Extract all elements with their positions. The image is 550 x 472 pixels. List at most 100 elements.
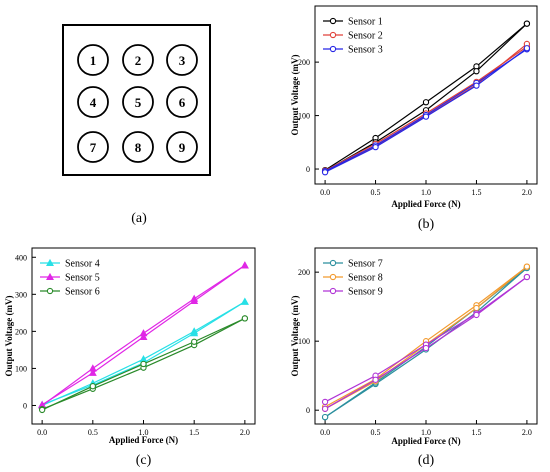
x-tick-label: 1.0 xyxy=(421,428,431,437)
data-point xyxy=(523,273,531,281)
sensor-cell-label: 5 xyxy=(135,95,142,110)
x-tick-label: 0.0 xyxy=(320,188,330,197)
data-point xyxy=(241,315,249,322)
x-tick-label: 2.0 xyxy=(240,428,250,437)
sensor-cell-4 xyxy=(77,86,109,118)
x-axis-label: Applied Force (N) xyxy=(109,435,178,445)
data-point xyxy=(473,82,480,89)
sensor-cell-6 xyxy=(166,86,198,118)
data-point xyxy=(191,338,198,345)
x-tick-label: 1.0 xyxy=(421,188,431,197)
x-tick-label: 1.5 xyxy=(189,428,199,437)
y-tick-label: 200 xyxy=(15,327,27,336)
data-point xyxy=(321,398,329,406)
sensor-cell-label: 7 xyxy=(90,140,97,155)
caption-b: (b) xyxy=(418,217,435,232)
data-point xyxy=(321,413,329,421)
chart-c: 0.0 0.5 1.0 1.5 2.0 0 100 200 300 400 Applied Forc… xyxy=(4,247,256,468)
sensor-cell-label: 1 xyxy=(90,53,97,68)
y-tick-label: 100 xyxy=(298,337,310,346)
data-point xyxy=(422,99,430,106)
x-tick-label: 0.5 xyxy=(88,428,98,437)
legend-entry: Sensor 9 xyxy=(348,287,383,298)
data-point xyxy=(422,113,430,120)
series-sensor-1 xyxy=(321,20,531,175)
data-point xyxy=(473,304,480,312)
legend-swatch-marker xyxy=(329,287,337,295)
data-point xyxy=(523,45,531,52)
legend-swatch-marker xyxy=(329,17,337,25)
data-point xyxy=(321,169,329,176)
sensor-cell-1 xyxy=(77,44,109,76)
y-tick-label: 200 xyxy=(298,58,310,67)
x-tick-label: 1.5 xyxy=(471,428,481,437)
series-sensor-9 xyxy=(321,273,531,412)
x-axis-label: Applied Force (N) xyxy=(391,436,460,446)
series-line-unloading xyxy=(41,301,246,406)
sensor-cell-9 xyxy=(166,131,198,163)
legend-entry: Sensor 3 xyxy=(348,45,383,56)
data-point xyxy=(139,332,148,340)
sensor-grid-frame xyxy=(62,24,211,176)
data-point xyxy=(473,68,480,75)
chart-d: 0.0 0.5 1.0 1.5 2.0 0 100 200 Applied Force (N) O… xyxy=(290,247,538,468)
legend-swatch-marker xyxy=(329,273,337,281)
x-tick-label: 2.0 xyxy=(522,188,532,197)
y-tick-label: 100 xyxy=(298,112,310,121)
x-tick-label: 0.0 xyxy=(320,428,330,437)
x-tick-label: 0.5 xyxy=(371,428,381,437)
sensor-cell-2 xyxy=(122,44,154,76)
panel-a: 1 2 3 4 5 6 7 8 9 (a) xyxy=(62,24,211,226)
data-point xyxy=(321,405,329,412)
legend-entry: Sensor 2 xyxy=(348,31,383,42)
y-tick-label: 400 xyxy=(15,253,27,262)
legend-entry: Sensor 5 xyxy=(65,273,100,284)
sensor-cell-label: 9 xyxy=(179,140,186,155)
data-point xyxy=(89,383,96,390)
y-tick-label: 0 xyxy=(23,401,27,410)
data-point xyxy=(422,344,430,352)
sensor-cell-label: 2 xyxy=(135,53,142,68)
y-tick-label: 0 xyxy=(306,406,310,415)
y-tick-label: 300 xyxy=(15,290,27,299)
x-tick-label: 0.5 xyxy=(371,188,381,197)
x-tick-label: 2.0 xyxy=(522,428,532,437)
x-tick-label: 1.0 xyxy=(139,428,149,437)
y-tick-label: 100 xyxy=(15,364,27,373)
x-tick-label: 0.0 xyxy=(37,428,47,437)
data-point xyxy=(473,311,480,319)
y-tick-label: 0 xyxy=(306,165,310,174)
caption-c: (c) xyxy=(136,453,152,468)
legend-entry: Sensor 7 xyxy=(348,259,383,270)
y-axis-label: Output Voltage (mV) xyxy=(290,295,300,376)
data-point xyxy=(240,297,249,305)
legend-entry: Sensor 8 xyxy=(348,273,383,284)
sensor-cell-label: 8 xyxy=(135,140,142,155)
sensor-cell-label: 4 xyxy=(90,95,97,110)
data-point xyxy=(38,406,46,414)
series-sensor-3 xyxy=(321,45,531,176)
data-point xyxy=(372,376,379,383)
legend-swatch-marker xyxy=(329,45,337,53)
legend-swatch-marker xyxy=(329,31,337,39)
data-point xyxy=(523,20,531,27)
legend-entry: Sensor 6 xyxy=(65,287,100,298)
sensor-cell-3 xyxy=(166,44,198,76)
chart-b: 0.0 0.5 1.0 1.5 2.0 0 100 200 Applied Force (N) O… xyxy=(290,5,538,232)
legend-entry: Sensor 4 xyxy=(65,259,100,270)
sensor-cell-5 xyxy=(122,86,154,118)
y-tick-label: 200 xyxy=(298,268,310,277)
y-axis-label: Output Voltage (mV) xyxy=(290,54,300,135)
sensor-cell-7 xyxy=(77,131,109,163)
data-point xyxy=(372,143,379,151)
caption-a: (a) xyxy=(131,211,147,226)
data-point xyxy=(523,263,531,270)
legend-swatch-marker xyxy=(46,287,54,295)
x-tick-label: 1.5 xyxy=(471,188,481,197)
data-point xyxy=(240,261,249,269)
sensor-cell-label: 6 xyxy=(179,95,186,110)
data-point xyxy=(140,360,147,368)
legend-swatch-marker xyxy=(46,272,54,281)
series-sensor-6 xyxy=(38,315,249,414)
